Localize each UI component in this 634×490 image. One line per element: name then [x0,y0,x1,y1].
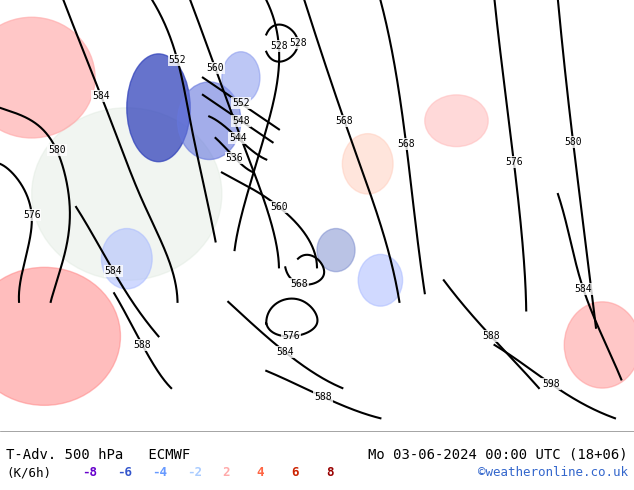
Text: -6: -6 [117,466,133,479]
Text: 2: 2 [222,466,230,479]
Text: Mo 03-06-2024 00:00 UTC (18+06): Mo 03-06-2024 00:00 UTC (18+06) [368,448,628,462]
Ellipse shape [317,228,355,271]
Text: 598: 598 [542,379,560,389]
Text: 584: 584 [93,91,110,101]
Text: 584: 584 [105,267,122,276]
Text: ©weatheronline.co.uk: ©weatheronline.co.uk [477,466,628,479]
Text: -4: -4 [152,466,167,479]
Text: 580: 580 [564,137,582,147]
Text: 528: 528 [289,38,307,48]
Text: -2: -2 [187,466,202,479]
Text: 580: 580 [48,146,66,155]
Text: 4: 4 [257,466,264,479]
Text: 544: 544 [229,133,247,143]
Text: 588: 588 [482,331,500,342]
Ellipse shape [127,54,190,162]
Ellipse shape [342,134,393,194]
Ellipse shape [222,52,260,103]
Text: 8: 8 [327,466,334,479]
Text: 528: 528 [270,41,288,51]
Ellipse shape [358,254,403,306]
Text: 568: 568 [398,139,415,148]
Text: 548: 548 [233,116,250,126]
Text: 576: 576 [505,157,522,167]
Text: 584: 584 [276,347,294,357]
Text: 552: 552 [232,98,250,108]
Text: 536: 536 [226,152,243,163]
Text: 584: 584 [574,284,592,294]
Text: T-Adv. 500 hPa   ECMWF: T-Adv. 500 hPa ECMWF [6,448,191,462]
Ellipse shape [425,95,488,147]
Ellipse shape [0,268,120,405]
Text: 576: 576 [23,210,41,221]
Text: -8: -8 [82,466,98,479]
Text: 6: 6 [292,466,299,479]
Ellipse shape [178,82,241,160]
Text: 588: 588 [134,341,152,350]
Text: 552: 552 [169,55,186,65]
Text: 588: 588 [314,392,332,402]
Text: 576: 576 [282,331,300,342]
Text: 568: 568 [290,279,308,289]
Ellipse shape [0,17,95,138]
Text: (K/6h): (K/6h) [6,466,51,479]
Text: 568: 568 [336,116,353,126]
Ellipse shape [32,108,222,280]
Text: 560: 560 [207,63,224,74]
Ellipse shape [101,228,152,289]
Text: 560: 560 [270,202,288,212]
Ellipse shape [564,302,634,388]
